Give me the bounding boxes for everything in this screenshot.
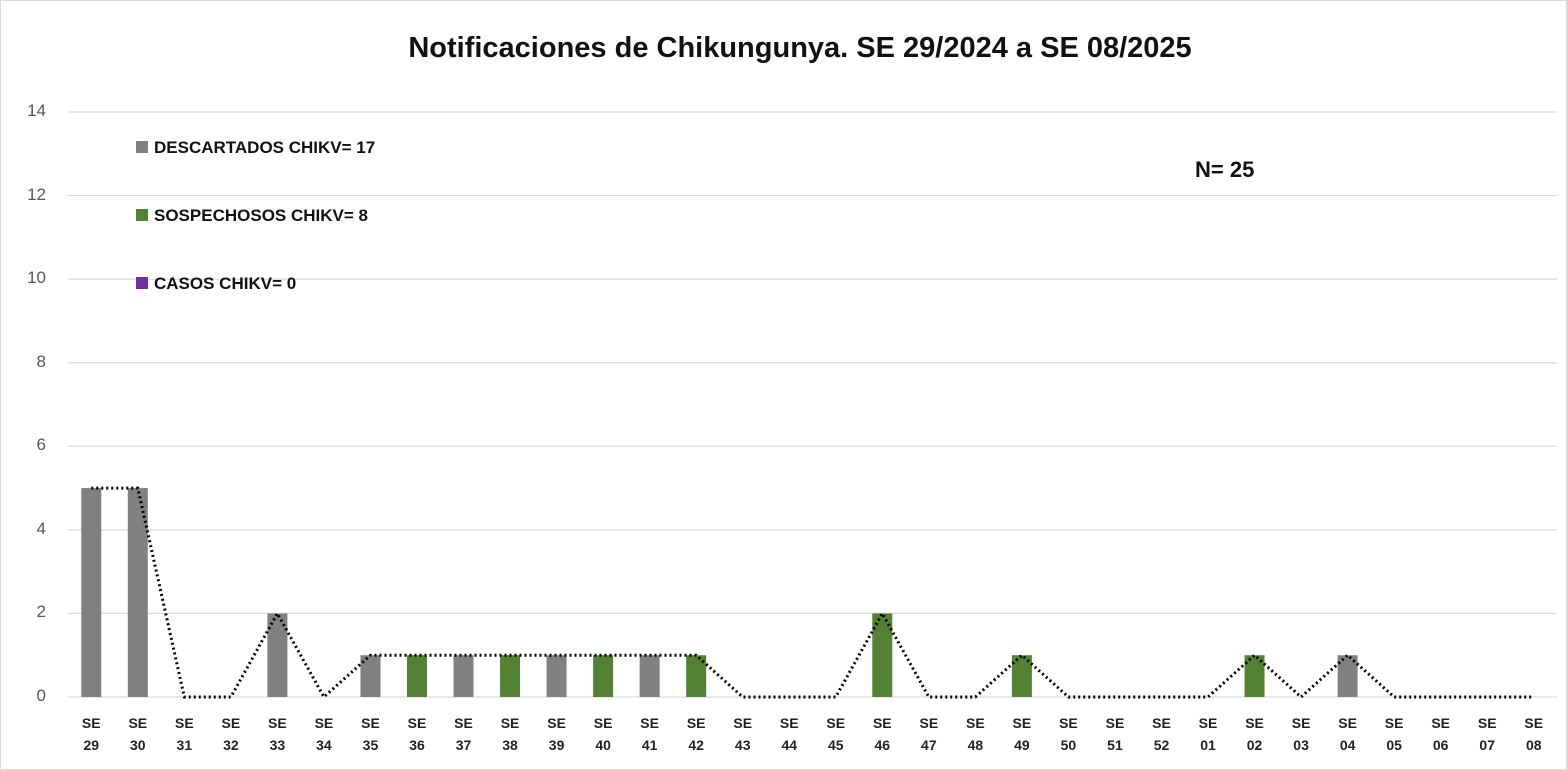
x-tick-label: SE 34	[314, 715, 334, 753]
bar	[267, 613, 288, 697]
y-tick-label: 14	[27, 101, 46, 120]
y-tick-label: 6	[36, 435, 46, 455]
x-tick-label: SE 32	[221, 715, 241, 753]
total-line	[91, 486, 1534, 700]
x-tick-label: SE 49	[1012, 715, 1032, 753]
x-tick-label: SE 45	[826, 715, 846, 753]
legend-label: CASOS CHIKV= 0	[154, 274, 297, 293]
legend-entry: DESCARTADOS CHIKV= 17	[136, 134, 386, 162]
bar	[1337, 655, 1358, 697]
legend-label: DESCARTADOS CHIKV= 17	[154, 138, 376, 157]
x-tick-label: SE 50	[1059, 715, 1078, 753]
bar	[406, 655, 427, 697]
x-tick-label: SE 41	[640, 715, 659, 753]
x-tick-label: SE 46	[872, 715, 892, 753]
x-tick-label: SE 37	[454, 715, 473, 753]
y-tick-label: 0	[36, 686, 46, 705]
x-tick-label: SE 08	[1524, 715, 1544, 753]
x-tick-label: SE 02	[1245, 715, 1264, 753]
x-tick-label: SE 35	[361, 715, 380, 753]
y-tick-label: 4	[36, 518, 46, 538]
x-tick-label: SE 07	[1477, 715, 1497, 753]
x-tick-label: SE 43	[733, 715, 753, 753]
bar	[1244, 655, 1265, 697]
x-tick-label: SE 52	[1152, 715, 1171, 753]
chart-title: Notificaciones de Chikungunya. SE 29/202…	[408, 32, 1192, 64]
x-tick-label: SE 39	[547, 715, 566, 753]
bar	[639, 655, 660, 697]
legend-swatch	[136, 277, 148, 289]
x-tick-label: SE 33	[268, 715, 287, 753]
x-tick-label: SE 01	[1198, 715, 1218, 753]
legend-entry: CASOS CHIKV= 0	[136, 270, 386, 298]
x-tick-label: SE 04	[1338, 715, 1357, 753]
legend-entry: SOSPECHOSOS CHIKV= 8	[136, 202, 386, 230]
bar	[453, 655, 474, 697]
bar	[686, 655, 707, 697]
x-tick-label: SE 31	[174, 715, 194, 753]
bar	[360, 655, 381, 697]
annotation: N= 25	[1195, 157, 1255, 182]
x-tick-label: SE 40	[593, 715, 613, 753]
y-tick-label: 12	[27, 184, 46, 204]
x-tick-label: SE 05	[1384, 715, 1404, 753]
x-tick-label: SE 48	[966, 715, 985, 753]
x-tick-label: SE 51	[1105, 715, 1125, 753]
x-tick-label: SE 47	[919, 715, 939, 753]
bar	[127, 488, 148, 697]
legend-label: SOSPECHOSOS CHIKV= 8	[154, 206, 368, 225]
x-tick-label: SE 03	[1291, 715, 1311, 753]
legend-swatch	[136, 209, 148, 221]
x-tick-label: SE 44	[779, 715, 799, 753]
bar	[81, 488, 102, 697]
legend-swatch	[136, 141, 148, 153]
bar	[500, 655, 521, 697]
bar	[593, 655, 614, 697]
x-tick-label: SE 30	[128, 715, 148, 753]
x-tick-label: SE 29	[81, 715, 101, 753]
bar	[546, 655, 567, 697]
x-tick-label: SE 36	[407, 715, 427, 753]
y-tick-label: 2	[36, 602, 46, 622]
x-tick-label: SE 38	[500, 715, 520, 753]
bar	[1011, 655, 1032, 697]
x-tick-label: SE 42	[686, 715, 706, 753]
bar	[872, 613, 893, 697]
x-tick-label: SE 06	[1431, 715, 1451, 753]
y-tick-label: 8	[36, 351, 46, 371]
y-tick-label: 10	[27, 268, 46, 288]
